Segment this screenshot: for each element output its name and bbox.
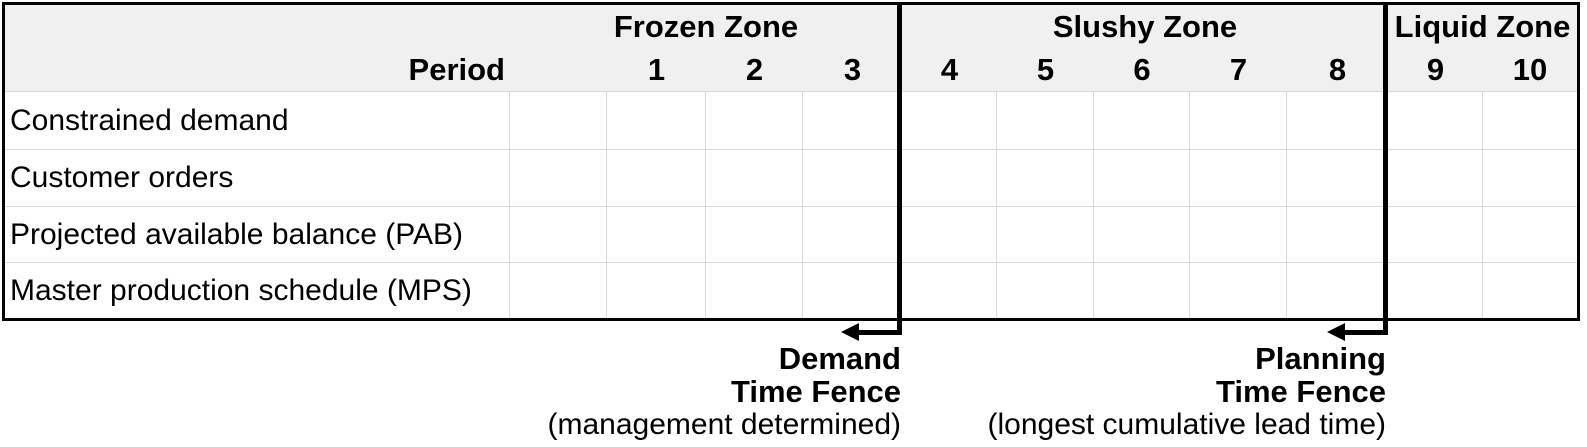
demand-time-fence-arrow-arm <box>855 330 902 335</box>
grid-cell <box>1287 150 1388 207</box>
grid-cell <box>1388 263 1483 318</box>
period-col-3: 3 <box>803 48 902 92</box>
demand-time-fence-line <box>897 2 902 335</box>
planning-time-fence-line <box>1383 2 1388 335</box>
period-col-5: 5 <box>997 48 1094 92</box>
mps-table: Frozen Zone Slushy Zone Liquid Zone Peri… <box>2 2 1580 321</box>
period-col-7: 7 <box>1190 48 1287 92</box>
row-label-constrained-demand: Constrained demand <box>5 92 510 150</box>
annotation-line: Time Fence <box>1215 374 1386 409</box>
grid-cell <box>902 207 997 263</box>
grid-cell <box>1094 92 1190 150</box>
grid-cell <box>706 263 803 318</box>
grid-cell <box>706 150 803 207</box>
grid-cell <box>1388 207 1483 263</box>
grid-cell <box>607 92 706 150</box>
annotation-line: (longest cumulative lead time) <box>987 408 1386 441</box>
grid-cell <box>607 150 706 207</box>
grid-cell <box>997 207 1094 263</box>
grid-cell <box>803 92 902 150</box>
zone-header-frozen: Frozen Zone <box>510 5 902 48</box>
period-header-spacer <box>510 48 607 92</box>
grid-cell <box>510 92 607 150</box>
zone-header-slushy: Slushy Zone <box>902 5 1388 48</box>
row-label-master-production-schedule: Master production schedule (MPS) <box>5 263 510 318</box>
period-col-9: 9 <box>1388 48 1483 92</box>
grid-cell <box>1483 207 1577 263</box>
grid-cell <box>1483 150 1577 207</box>
grid-cell <box>902 150 997 207</box>
grid-cell <box>607 207 706 263</box>
annotation-line: Time Fence <box>730 374 901 409</box>
grid-cell <box>1190 92 1287 150</box>
grid-cell <box>1483 263 1577 318</box>
grid-cell <box>1287 92 1388 150</box>
grid-cell <box>706 92 803 150</box>
grid-cell <box>1388 150 1483 207</box>
planning-time-fence-annotation: Planning Time Fence (longest cumulative … <box>986 342 1386 441</box>
period-col-6: 6 <box>1094 48 1190 92</box>
grid-cell <box>1190 207 1287 263</box>
grid-cell <box>803 263 902 318</box>
grid-cell <box>803 150 902 207</box>
grid-cell <box>902 263 997 318</box>
grid-cell <box>803 207 902 263</box>
grid-cell <box>706 207 803 263</box>
grid-cell <box>902 92 997 150</box>
grid-cell <box>1483 92 1577 150</box>
left-arrow-icon <box>841 323 859 341</box>
grid-cell <box>607 263 706 318</box>
grid-cell <box>997 92 1094 150</box>
planning-time-fence-arrow-arm <box>1341 330 1388 335</box>
grid-cell <box>510 207 607 263</box>
grid-cell <box>1287 207 1388 263</box>
grid-cell <box>1388 92 1483 150</box>
grid-cell <box>1287 263 1388 318</box>
period-col-8: 8 <box>1287 48 1388 92</box>
left-arrow-icon <box>1327 323 1345 341</box>
annotation-line: (management determined) <box>547 408 901 441</box>
period-col-4: 4 <box>902 48 997 92</box>
grid-cell <box>997 263 1094 318</box>
grid-cell <box>1094 207 1190 263</box>
grid-cell <box>1094 263 1190 318</box>
period-col-2: 2 <box>706 48 803 92</box>
period-col-1: 1 <box>607 48 706 92</box>
row-label-projected-available-balance: Projected available balance (PAB) <box>5 207 510 263</box>
period-col-10: 10 <box>1483 48 1577 92</box>
grid-cell <box>997 150 1094 207</box>
grid-cell <box>1094 150 1190 207</box>
row-label-customer-orders: Customer orders <box>5 150 510 207</box>
demand-time-fence-annotation: Demand Time Fence (management determined… <box>501 342 901 441</box>
zone-header-spacer <box>5 5 510 48</box>
grid-cell <box>510 263 607 318</box>
zone-header-liquid: Liquid Zone <box>1388 5 1577 48</box>
period-header-label: Period <box>5 48 510 92</box>
grid-cell <box>1190 150 1287 207</box>
grid-cell <box>1190 263 1287 318</box>
annotation-line: Planning <box>1255 341 1386 376</box>
annotation-line: Demand <box>778 341 901 376</box>
grid-cell <box>510 150 607 207</box>
